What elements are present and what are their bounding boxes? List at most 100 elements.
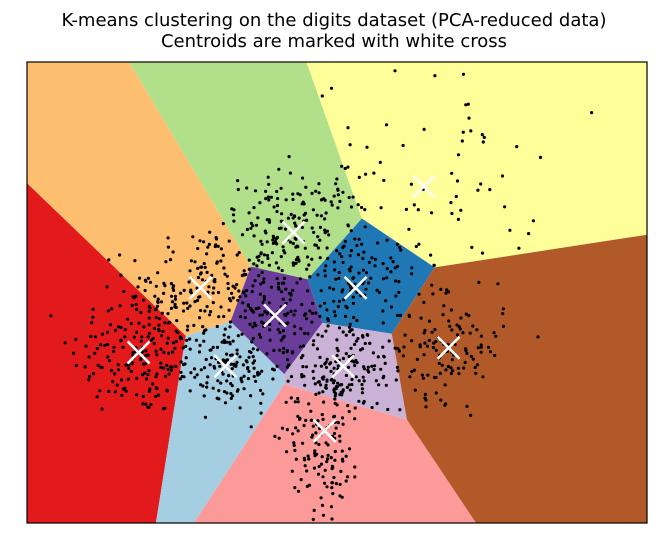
data-point — [350, 383, 354, 387]
data-point — [140, 350, 144, 354]
data-point — [341, 389, 345, 393]
data-point — [276, 327, 280, 332]
data-point — [424, 398, 428, 402]
data-point — [313, 364, 317, 368]
data-point — [214, 237, 219, 241]
data-point — [395, 365, 399, 369]
data-point — [162, 291, 166, 295]
data-point — [265, 312, 269, 316]
data-point — [172, 288, 176, 292]
data-point — [259, 401, 263, 405]
data-point — [369, 276, 373, 280]
data-point — [282, 346, 286, 350]
data-point — [259, 239, 263, 243]
data-point — [242, 387, 246, 391]
data-point — [267, 263, 271, 267]
data-point — [427, 338, 431, 342]
data-point — [451, 369, 455, 373]
data-point — [266, 195, 270, 199]
data-point — [253, 189, 258, 193]
data-point — [476, 188, 480, 192]
data-point — [292, 443, 296, 447]
data-point — [88, 374, 92, 379]
data-point — [154, 349, 158, 353]
data-point — [373, 264, 377, 268]
cluster-region-2 — [129, 62, 362, 280]
data-point — [295, 281, 299, 285]
data-point — [139, 339, 143, 343]
data-point — [124, 363, 128, 367]
data-point — [107, 389, 111, 394]
data-point — [154, 307, 158, 311]
data-point — [353, 237, 357, 241]
data-point — [275, 209, 279, 214]
data-point — [336, 421, 340, 425]
data-point — [163, 406, 167, 410]
data-point — [500, 174, 505, 178]
data-point — [393, 69, 397, 73]
data-point — [259, 411, 263, 415]
data-point — [341, 190, 345, 194]
centroid-marker-3 — [411, 174, 436, 199]
data-point — [126, 317, 130, 321]
data-point — [326, 318, 330, 323]
data-point — [146, 405, 150, 409]
data-point — [198, 343, 202, 347]
data-point — [264, 189, 268, 193]
data-point — [329, 200, 333, 204]
data-point — [398, 313, 403, 317]
data-point — [335, 346, 339, 350]
data-point — [333, 268, 337, 272]
data-point — [396, 369, 400, 373]
data-point — [304, 418, 308, 422]
data-point — [213, 366, 217, 370]
data-point — [236, 298, 240, 302]
data-point — [201, 325, 205, 329]
data-point — [265, 253, 270, 258]
data-point — [410, 339, 414, 343]
data-point — [317, 391, 321, 395]
data-point — [327, 233, 331, 237]
data-point — [126, 377, 130, 381]
data-point — [216, 244, 220, 248]
data-point — [215, 324, 219, 329]
data-point — [432, 263, 436, 267]
data-point — [305, 469, 309, 473]
centroid-cross-stroke — [213, 354, 238, 379]
data-point — [244, 272, 248, 277]
data-point — [305, 267, 309, 271]
data-point — [174, 329, 178, 333]
data-point — [420, 373, 424, 377]
data-point — [237, 251, 241, 255]
data-point — [448, 324, 452, 328]
data-point — [319, 496, 323, 500]
data-point — [146, 353, 150, 357]
data-point — [335, 338, 339, 342]
data-point — [250, 290, 254, 294]
data-point — [430, 211, 434, 215]
data-point — [217, 389, 221, 393]
data-point — [142, 298, 146, 302]
data-point — [252, 359, 257, 363]
data-point — [151, 336, 155, 340]
data-point — [197, 350, 202, 354]
data-point — [471, 357, 475, 361]
chart-title: K-means clustering on the digits dataset… — [61, 10, 607, 31]
data-point — [226, 281, 230, 286]
data-point — [112, 345, 116, 349]
data-point — [449, 366, 453, 370]
data-point — [492, 331, 496, 335]
data-point — [217, 315, 221, 319]
data-point — [338, 199, 342, 203]
data-point — [208, 230, 212, 234]
data-point — [417, 292, 421, 296]
data-point — [147, 323, 151, 327]
data-point — [114, 328, 118, 332]
data-point — [185, 301, 189, 305]
data-point — [357, 399, 361, 403]
data-point — [155, 304, 160, 308]
data-point — [276, 196, 280, 201]
data-point — [394, 378, 398, 382]
data-point — [349, 249, 353, 253]
data-point — [211, 291, 215, 295]
